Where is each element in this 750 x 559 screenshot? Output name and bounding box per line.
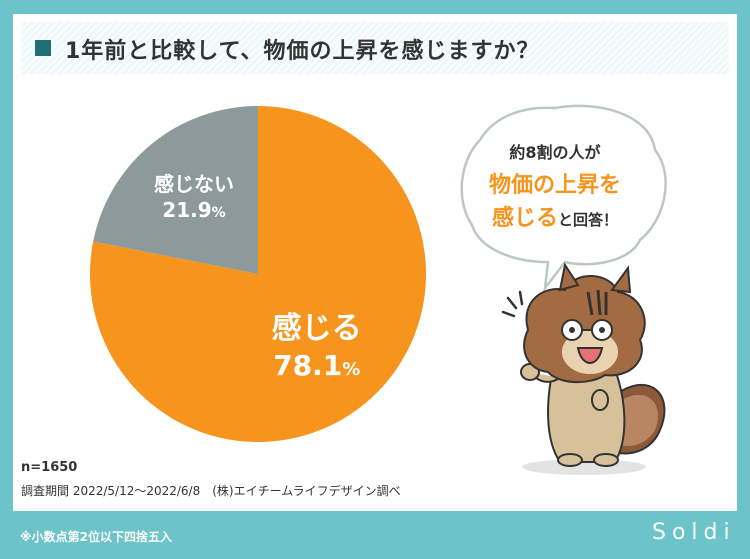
bubble-line2: 物価の上昇を <box>488 173 621 198</box>
sample-size: n=1650 <box>21 460 78 475</box>
slice-value-1: 78.1% <box>273 349 360 382</box>
bubble-line1: 約8割の人が <box>509 143 601 162</box>
page-title: 1年前と比較して、物価の上昇を感じますか？ <box>65 39 540 64</box>
title-bar: 1年前と比較して、物価の上昇を感じますか？ <box>21 22 729 74</box>
footer-note: ※小数点第2位以下四捨五入 <box>20 530 173 544</box>
title-square-icon <box>35 40 51 56</box>
bubble-line3-rest: と回答！ <box>558 211 619 229</box>
pie-slice-2 <box>93 106 259 274</box>
bubble-line3: 感じると回答！ <box>470 200 640 232</box>
brand-logo: Soldi <box>652 520 736 545</box>
slice-label-2: 感じない <box>154 172 234 196</box>
speech-bubble-shape <box>460 104 667 293</box>
slice-label-1: 感じる <box>272 311 362 346</box>
survey-period: 調査期間 2022/5/12～2022/6/8 (株)エイチームライフデザイン調… <box>21 484 401 498</box>
slice-value-2: 21.9% <box>162 198 225 222</box>
bubble-line3-highlight: 感じる <box>491 206 558 231</box>
